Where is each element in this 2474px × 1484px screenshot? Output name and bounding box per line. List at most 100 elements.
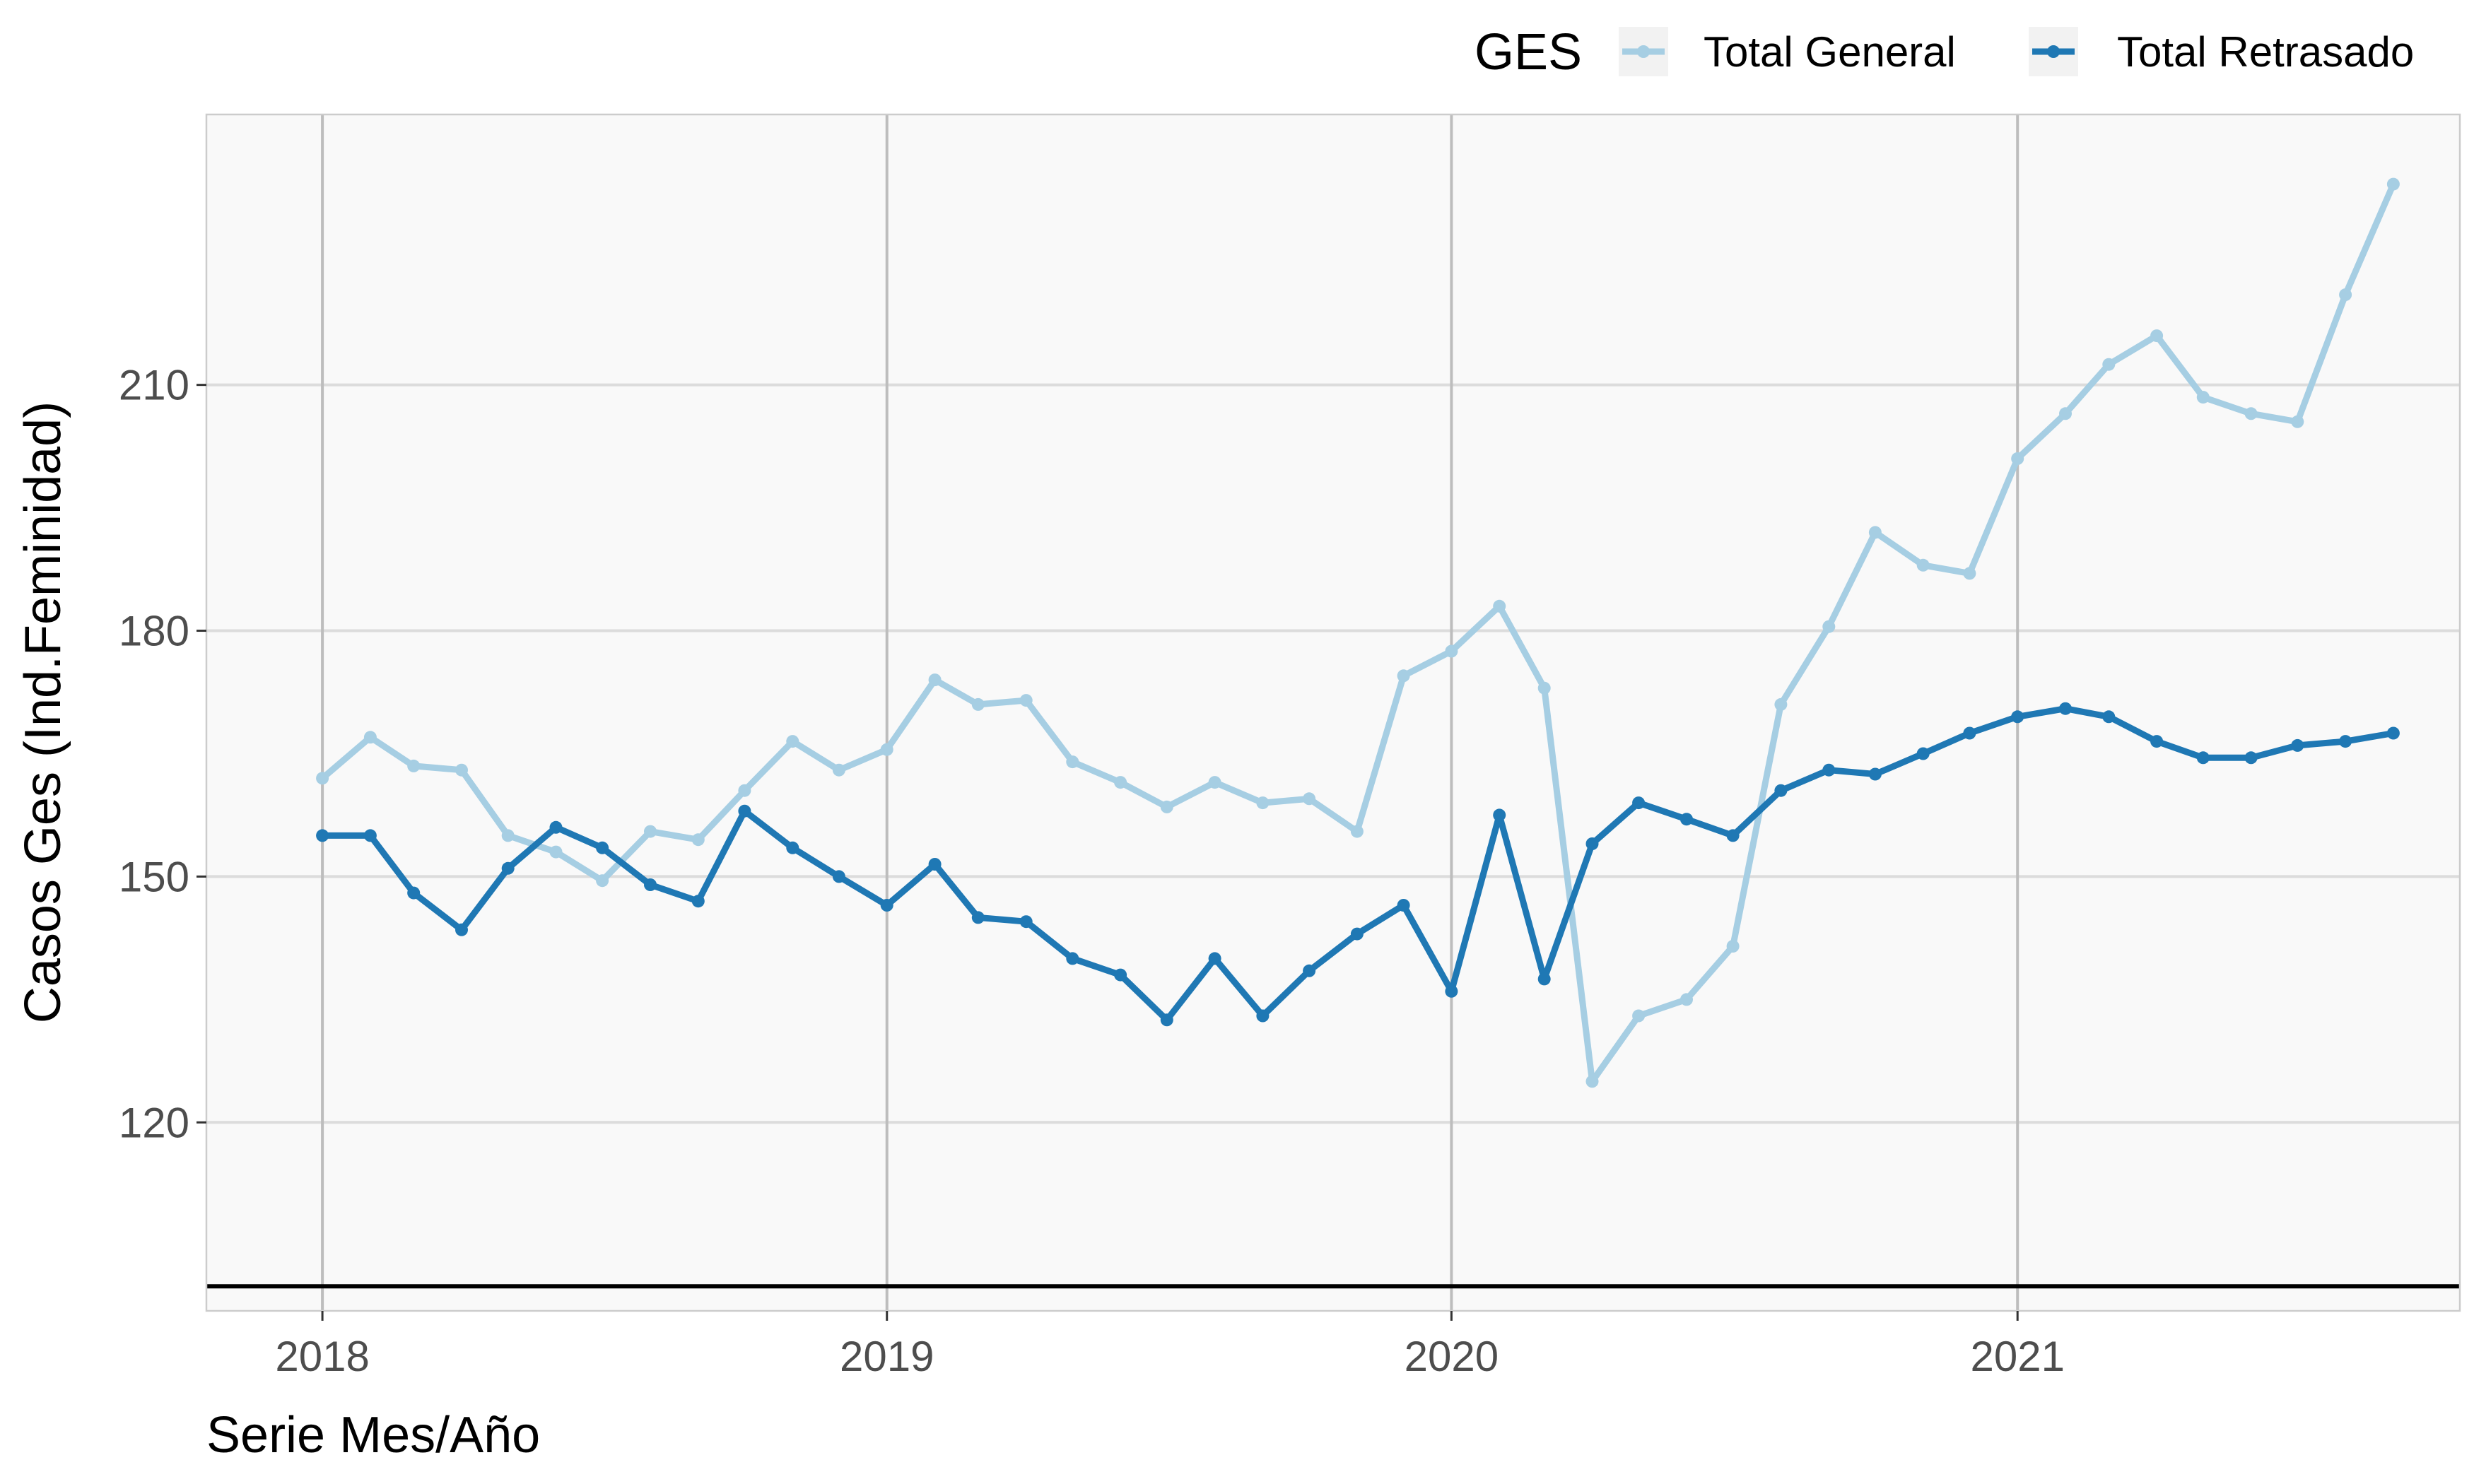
data-point-total-retrasado [1774, 784, 1788, 797]
series-total-retrasado [316, 702, 2400, 1027]
grid [206, 114, 2460, 1311]
data-point-total-general [1208, 776, 1221, 789]
data-point-total-retrasado [549, 820, 563, 834]
data-point-total-retrasado [738, 804, 751, 818]
data-point-total-general [2059, 407, 2072, 420]
data-point-total-general [1019, 694, 1033, 707]
data-point-total-retrasado [2150, 735, 2164, 748]
data-point-total-retrasado [316, 829, 329, 842]
data-point-total-retrasado [971, 911, 985, 924]
data-point-total-general [1774, 697, 1788, 711]
data-point-total-retrasado [644, 878, 657, 891]
data-point-total-general [1726, 940, 1740, 953]
data-point-total-retrasado [2196, 751, 2210, 765]
data-point-total-general [1585, 1075, 1599, 1088]
legend: GES Total General Total Retrasado [1475, 24, 2414, 81]
series-total-general [316, 177, 2400, 1088]
data-point-total-general [880, 743, 893, 756]
data-point-total-general [549, 845, 563, 859]
data-point-total-general [738, 784, 751, 797]
data-point-total-retrasado [832, 870, 845, 883]
data-point-total-general [1303, 792, 1316, 806]
x-axis-title: Serie Mes/Año [206, 1407, 540, 1464]
data-point-total-retrasado [880, 899, 893, 912]
data-point-total-general [501, 829, 515, 842]
data-point-total-general [363, 731, 377, 744]
data-point-total-retrasado [1350, 927, 1364, 941]
data-point-total-general [1493, 599, 1506, 613]
data-point-total-retrasado [2059, 702, 2072, 715]
data-point-total-general [1350, 825, 1364, 838]
data-point-total-retrasado [2102, 710, 2116, 724]
data-point-total-retrasado [1632, 796, 1646, 810]
y-tick-label: 210 [119, 362, 189, 409]
data-point-total-general [316, 772, 329, 785]
data-point-total-retrasado [786, 841, 799, 854]
data-point-total-general [407, 759, 421, 772]
data-point-total-general [786, 735, 799, 748]
x-axis-ticks: 2018 2019 2020 2021 [275, 1311, 2065, 1380]
data-point-total-retrasado [1493, 808, 1506, 822]
legend-point-total-general [1637, 45, 1650, 58]
data-point-total-retrasado [1066, 952, 1079, 965]
data-point-total-general [1916, 558, 1930, 572]
x-tick-label: 2018 [275, 1333, 369, 1380]
data-point-total-retrasado [1916, 747, 1930, 760]
legend-point-total-retrasado [2047, 45, 2060, 58]
data-point-total-retrasado [1822, 763, 1836, 777]
data-point-total-general [1632, 1009, 1646, 1023]
data-point-total-retrasado [596, 841, 609, 854]
data-point-total-retrasado [1585, 837, 1599, 850]
data-point-total-retrasado [363, 829, 377, 842]
data-point-total-retrasado [1963, 726, 1976, 740]
data-point-total-retrasado [1445, 984, 1458, 998]
data-point-total-general [2339, 288, 2352, 302]
data-point-total-retrasado [2244, 751, 2258, 765]
data-point-total-general [928, 673, 942, 687]
data-point-total-retrasado [2386, 726, 2400, 740]
data-point-total-general [832, 763, 845, 777]
data-point-total-retrasado [1537, 972, 1551, 986]
data-point-total-general [1822, 620, 1836, 633]
x-tick-label: 2020 [1405, 1333, 1499, 1380]
legend-title: GES [1475, 24, 1582, 81]
data-point-total-retrasado [2291, 738, 2304, 752]
data-point-total-retrasado [2339, 735, 2352, 748]
data-point-total-general [596, 874, 609, 888]
data-point-total-general [2150, 329, 2164, 343]
data-point-total-retrasado [1303, 964, 1316, 977]
panel-border [205, 113, 2461, 1312]
data-point-total-general [1397, 669, 1410, 683]
data-point-total-general [1537, 681, 1551, 695]
data-point-total-general [1868, 526, 1882, 539]
data-point-total-retrasado [455, 923, 468, 936]
data-point-total-retrasado [1868, 767, 1882, 781]
data-point-total-retrasado [2011, 710, 2024, 724]
data-point-total-general [1963, 567, 1976, 580]
data-point-total-general [2102, 358, 2116, 371]
data-point-total-retrasado [501, 861, 515, 875]
data-point-total-general [1680, 993, 1693, 1006]
x-tick-label: 2021 [1970, 1333, 2064, 1380]
series-layer [316, 177, 2400, 1088]
data-point-total-retrasado [928, 858, 942, 871]
data-point-total-general [644, 825, 657, 838]
data-point-total-retrasado [1019, 915, 1033, 929]
data-point-total-retrasado [1160, 1013, 1173, 1027]
data-point-total-general [2386, 177, 2400, 191]
y-tick-label: 180 [119, 608, 189, 655]
data-point-total-retrasado [1680, 813, 1693, 826]
data-point-total-general [2291, 415, 2304, 428]
data-point-total-general [1445, 644, 1458, 658]
data-point-total-general [1256, 796, 1270, 810]
data-point-total-general [2196, 391, 2210, 404]
y-axis-title: Casos Ges (Ind.Feminidad) [15, 401, 71, 1023]
data-point-total-retrasado [1114, 968, 1127, 982]
data-point-total-general [1066, 755, 1079, 769]
y-tick-label: 120 [119, 1099, 189, 1146]
data-point-total-retrasado [1256, 1009, 1270, 1023]
data-point-total-retrasado [1726, 829, 1740, 842]
data-point-total-general [2011, 452, 2024, 465]
data-point-total-retrasado [407, 886, 421, 900]
